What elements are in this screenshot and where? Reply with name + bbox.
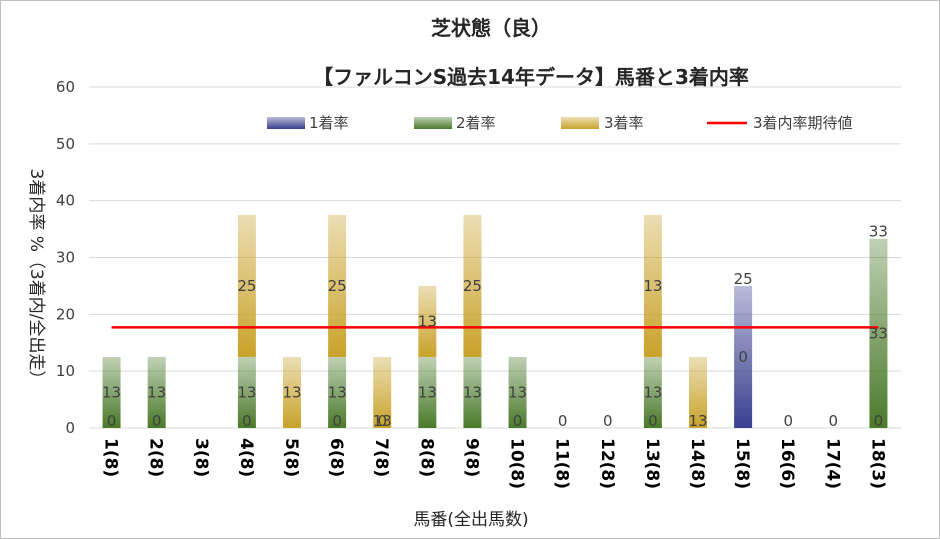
data-label: 13	[643, 277, 662, 295]
data-label: 13	[508, 383, 527, 401]
x-axis-categories: 1(8) 2(8) 3(8) 4(8) 5(8) 6(8) 7(8) 8(8) 9(8) 10(8…	[101, 438, 888, 489]
y-tick-label: 20	[56, 305, 75, 323]
bar-segment	[463, 356, 482, 428]
data-label: 0	[829, 412, 839, 430]
data-label: 0	[242, 412, 252, 430]
x-category-label: 6(8)	[326, 438, 346, 477]
x-category-label: 1(8)	[101, 438, 121, 477]
y-tick-label: 60	[56, 78, 75, 96]
data-label: 13	[328, 383, 347, 401]
bar-segment	[237, 356, 256, 428]
data-label: 25	[237, 277, 256, 295]
bar-segment	[463, 214, 482, 357]
x-category-label: 15(8)	[732, 438, 752, 489]
chart-subtitle: 【ファルコンS過去14年データ】馬番と3着内率	[313, 65, 749, 89]
bar-segment	[508, 356, 527, 428]
bar-segment	[689, 356, 707, 428]
legend-swatch	[267, 117, 305, 129]
y-tick-label: 0	[65, 419, 75, 437]
bar-segment	[237, 214, 256, 357]
data-label: 13	[643, 383, 662, 401]
bar-segment	[328, 356, 347, 428]
x-category-label: 12(8)	[597, 438, 617, 489]
bar-segment	[643, 356, 662, 428]
data-label: 13	[688, 412, 707, 430]
data-label: 33	[869, 223, 888, 241]
legend-label: 1着率	[309, 114, 349, 132]
x-category-label: 17(4)	[822, 438, 842, 489]
legend-swatch	[561, 117, 599, 129]
x-category-label: 11(8)	[552, 438, 572, 489]
bar-segment	[734, 285, 753, 428]
data-label: 0	[332, 412, 342, 430]
data-label: 0	[513, 412, 523, 430]
data-label: 25	[734, 270, 753, 288]
bar-segment	[869, 238, 888, 428]
data-label: 13	[147, 383, 166, 401]
bar-segment	[643, 214, 662, 357]
x-category-label: 3(8)	[191, 438, 211, 477]
bar-segment	[418, 356, 437, 428]
data-label: 25	[463, 277, 482, 295]
x-category-label: 16(6)	[777, 438, 797, 489]
x-category-label: 7(8)	[371, 438, 391, 477]
bar-segment	[283, 356, 301, 428]
x-category-label: 5(8)	[281, 438, 301, 477]
x-category-label: 2(8)	[146, 438, 166, 477]
legend-swatch	[414, 117, 452, 129]
data-label: 13	[102, 383, 121, 401]
data-label: 13	[373, 412, 392, 430]
data-label: 13	[418, 383, 437, 401]
bar-segment	[418, 285, 437, 357]
bars	[102, 214, 888, 428]
x-axis-title: 馬番(全出馬数)	[413, 510, 528, 530]
data-label: 0	[558, 412, 568, 430]
x-category-label: 9(8)	[461, 438, 481, 477]
data-label: 0	[152, 412, 162, 430]
data-label: 13	[237, 383, 256, 401]
gridlines	[89, 86, 901, 429]
y-tick-label: 30	[56, 249, 75, 267]
y-tick-label: 40	[56, 192, 75, 210]
x-category-label: 10(8)	[507, 438, 527, 489]
data-label: 0	[874, 412, 884, 430]
legend-label: 3着率	[604, 114, 644, 132]
data-label: 13	[463, 383, 482, 401]
legend: 1着率 2着率 3着率 3着内率期待値	[267, 114, 853, 132]
bar-segment	[328, 214, 347, 357]
data-label: 0	[738, 348, 748, 366]
y-axis-ticks: 0 10 20 30 40 50 60	[56, 78, 75, 437]
data-label: 0	[107, 412, 117, 430]
bar-segment	[373, 356, 392, 428]
data-label: 0	[603, 412, 613, 430]
bar-segment	[102, 356, 121, 428]
data-label: 13	[418, 312, 437, 330]
x-category-label: 4(8)	[236, 438, 256, 477]
legend-label: 3着内率期待値	[753, 114, 853, 132]
y-tick-label: 10	[56, 362, 75, 380]
y-axis-title: 3着内率 %（3着内/全出走）	[26, 169, 46, 388]
data-label: 0	[648, 412, 658, 430]
data-label: 25	[328, 277, 347, 295]
data-label: 0	[783, 412, 793, 430]
data-label: 13	[282, 383, 301, 401]
data-label: 0	[377, 412, 387, 430]
y-tick-label: 50	[56, 135, 75, 153]
bar-segment	[147, 356, 166, 428]
data-label: 33	[869, 324, 888, 342]
chart-title: 芝状態（良）	[431, 16, 551, 40]
x-category-label: 8(8)	[416, 438, 436, 477]
legend-label: 2着率	[456, 114, 496, 132]
x-category-label: 18(3)	[867, 438, 887, 489]
x-category-label: 14(8)	[687, 438, 707, 489]
x-category-label: 13(8)	[642, 438, 662, 489]
